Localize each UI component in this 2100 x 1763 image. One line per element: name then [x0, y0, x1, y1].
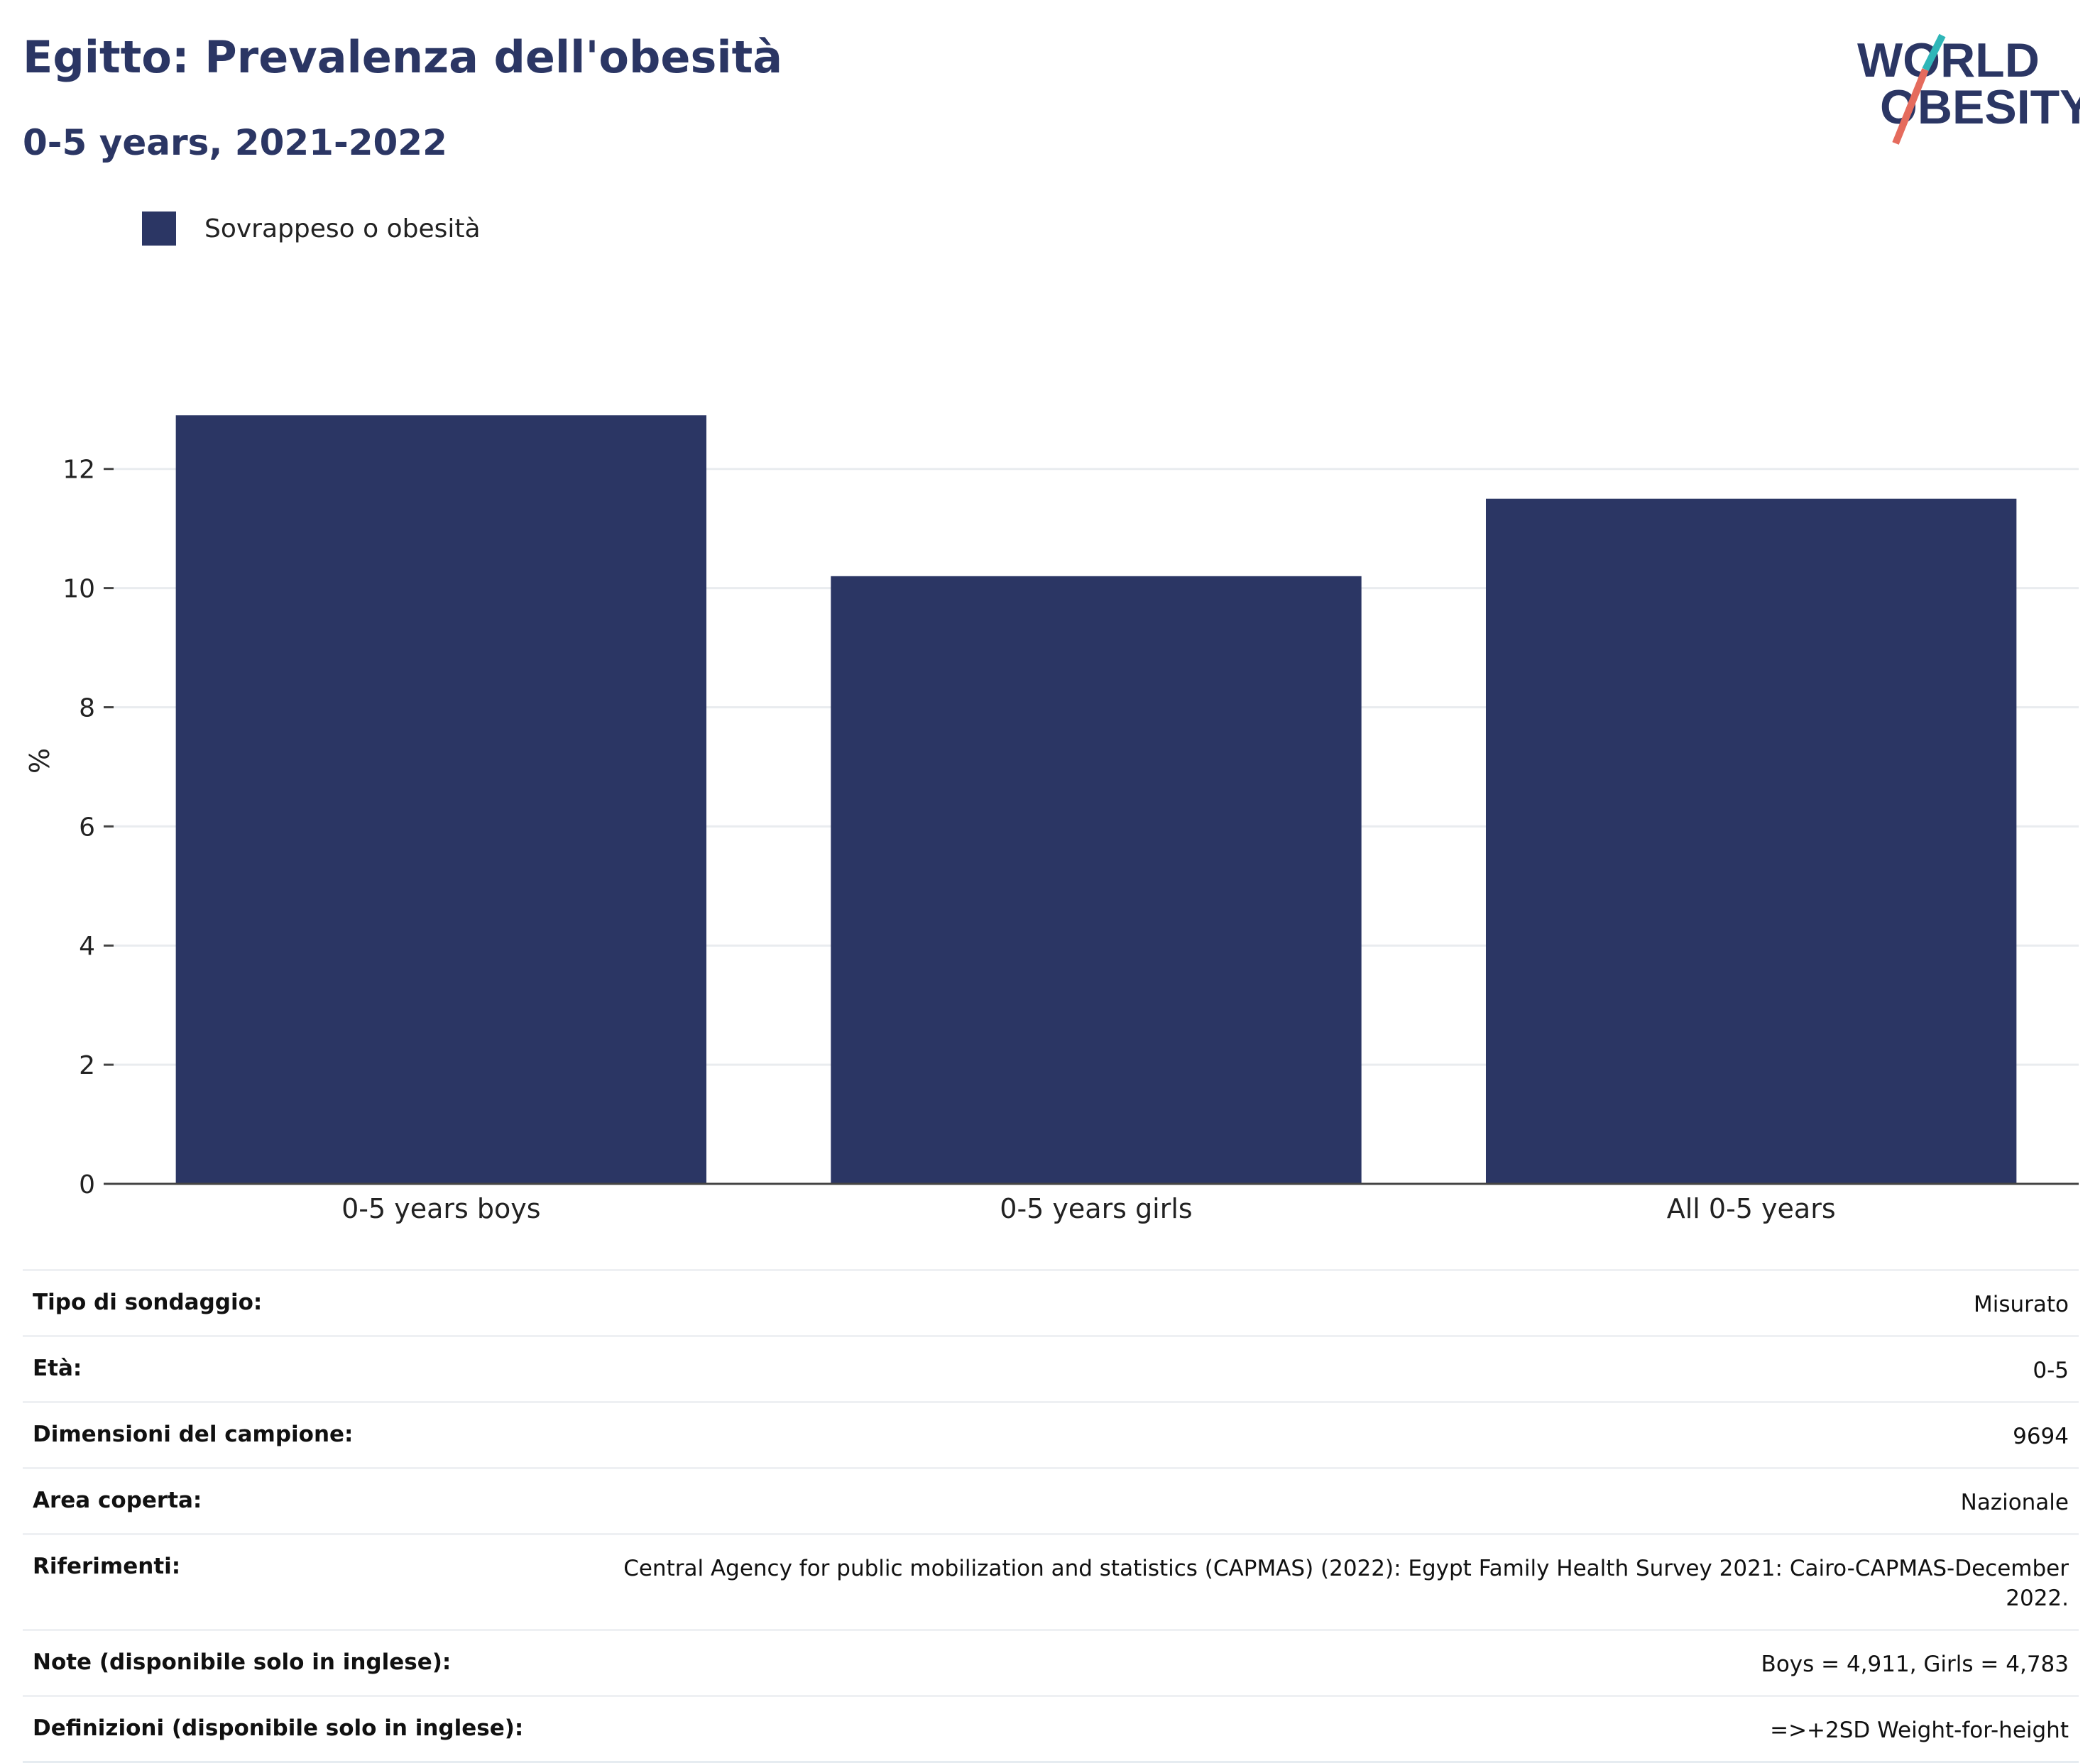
info-row: Età: 0-5: [23, 1335, 2079, 1402]
x-tick-label: 0-5 years girls: [1000, 1193, 1192, 1224]
info-row: Area coperta: Nazionale: [23, 1467, 2079, 1534]
info-row: Dimensioni del campione: 9694: [23, 1401, 2079, 1468]
info-label: Note (disponibile solo in inglese):: [23, 1629, 582, 1696]
info-label: Definizioni (disponibile solo in inglese…: [23, 1695, 582, 1763]
info-row: Note (disponibile solo in inglese): Boys …: [23, 1629, 2079, 1696]
info-label: Dimensioni del campione:: [23, 1401, 582, 1468]
page-title: Egitto: Prevalenza dell'obesità: [23, 31, 783, 83]
legend-label: Sovrappeso o obesità: [204, 214, 481, 243]
info-value: Boys = 4,911, Girls = 4,783: [582, 1629, 2079, 1696]
x-tick-label: 0-5 years boys: [341, 1193, 540, 1224]
y-tick-label: 4: [79, 932, 95, 961]
info-label: Età:: [23, 1335, 582, 1402]
world-obesity-logo: WORLD OBESITY: [1857, 33, 2080, 145]
bar: [175, 415, 707, 1184]
y-tick-label: 0: [79, 1170, 95, 1199]
info-value: Misurato: [582, 1269, 2079, 1336]
info-row: Definizioni (disponibile solo in inglese…: [23, 1695, 2079, 1763]
y-tick-label: 12: [62, 456, 95, 485]
info-label: Tipo di sondaggio:: [23, 1269, 582, 1336]
bar: [1485, 498, 2017, 1184]
info-row: Tipo di sondaggio: Misurato: [23, 1269, 2079, 1336]
logo-slash-teal: [1922, 33, 1946, 72]
x-tick-label: All 0-5 years: [1667, 1193, 1836, 1224]
logo-slash-coral: [1892, 68, 1929, 145]
survey-info-table: Tipo di sondaggio: Misurato Età: 0-5 Dimensi…: [23, 1269, 2079, 1763]
y-tick-label: 10: [62, 575, 95, 604]
info-value: 0-5: [582, 1335, 2079, 1402]
info-label: Area coperta:: [23, 1467, 582, 1534]
info-value: =>+2SD Weight-for-height: [582, 1695, 2079, 1763]
bar: [831, 576, 1362, 1184]
y-axis-title: %: [24, 747, 55, 774]
y-tick-label: 2: [79, 1051, 95, 1080]
legend-swatch: [142, 212, 176, 246]
chart-legend: Sovrappeso o obesità: [142, 212, 481, 246]
page-subtitle: 0-5 years, 2021-2022: [23, 122, 447, 163]
logo-line1: WORLD: [1857, 33, 2040, 87]
info-value: Central Agency for public mobilization a…: [582, 1533, 2079, 1630]
bar-chart: 0 2 4 6 8 10 12 0-5 years boys 0-5 years girls Al…: [62, 415, 2079, 1224]
info-row: Riferimenti: Central Agency for public mo…: [23, 1533, 2079, 1630]
info-label: Riferimenti:: [23, 1533, 582, 1630]
info-value: Nazionale: [582, 1467, 2079, 1534]
y-tick-label: 8: [79, 693, 95, 723]
y-tick-label: 6: [79, 813, 95, 842]
info-value: 9694: [582, 1401, 2079, 1468]
